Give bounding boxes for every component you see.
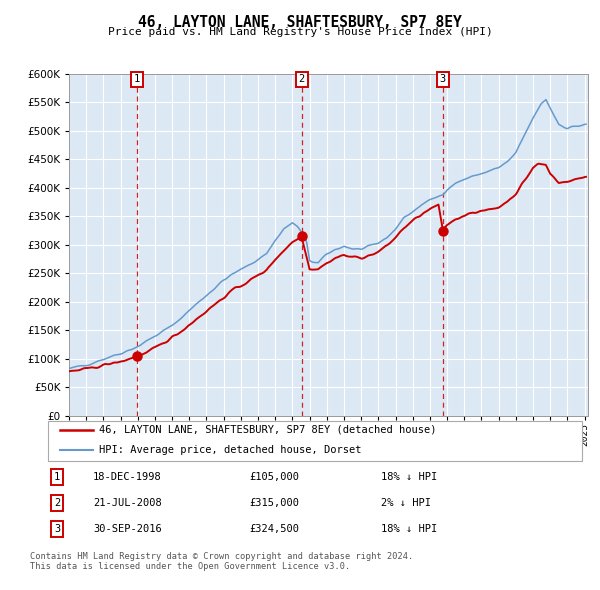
Text: 30-SEP-2016: 30-SEP-2016 [93,524,162,533]
Text: 3: 3 [54,524,60,533]
Text: 2% ↓ HPI: 2% ↓ HPI [381,498,431,507]
Text: 18-DEC-1998: 18-DEC-1998 [93,472,162,481]
Text: 1: 1 [54,472,60,481]
Text: 21-JUL-2008: 21-JUL-2008 [93,498,162,507]
Text: £315,000: £315,000 [249,498,299,507]
Text: 3: 3 [440,74,446,84]
Text: Contains HM Land Registry data © Crown copyright and database right 2024.
This d: Contains HM Land Registry data © Crown c… [30,552,413,571]
Text: 46, LAYTON LANE, SHAFTESBURY, SP7 8EY: 46, LAYTON LANE, SHAFTESBURY, SP7 8EY [138,15,462,30]
Text: £105,000: £105,000 [249,472,299,481]
Text: 2: 2 [299,74,305,84]
Text: £324,500: £324,500 [249,524,299,533]
Text: HPI: Average price, detached house, Dorset: HPI: Average price, detached house, Dors… [99,445,361,455]
Text: 18% ↓ HPI: 18% ↓ HPI [381,472,437,481]
Text: 1: 1 [134,74,140,84]
Text: 18% ↓ HPI: 18% ↓ HPI [381,524,437,533]
Text: Price paid vs. HM Land Registry's House Price Index (HPI): Price paid vs. HM Land Registry's House … [107,27,493,37]
Text: 2: 2 [54,498,60,507]
Text: 46, LAYTON LANE, SHAFTESBURY, SP7 8EY (detached house): 46, LAYTON LANE, SHAFTESBURY, SP7 8EY (d… [99,425,437,434]
